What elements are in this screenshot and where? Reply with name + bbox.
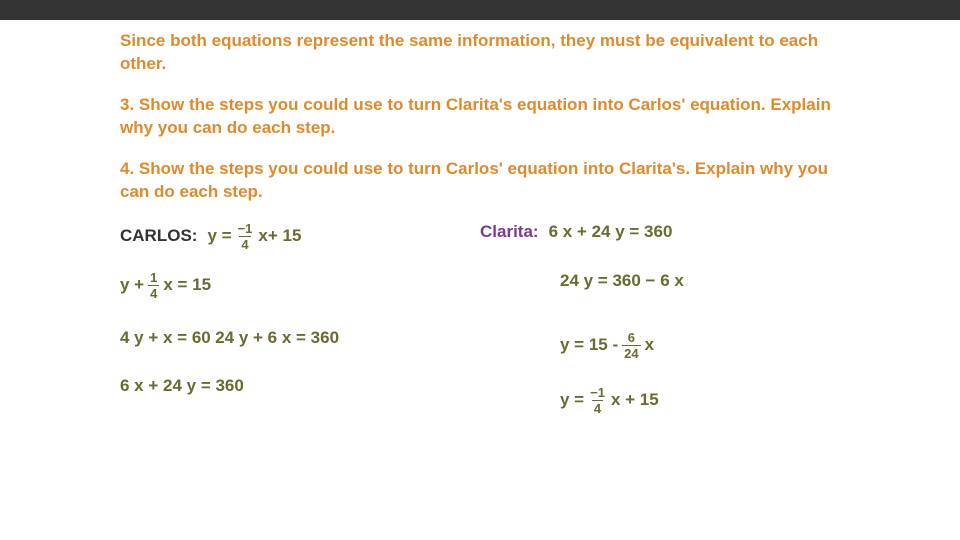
frac-den: 4 [239,236,250,251]
clarita-step-3: y = −1 4 x + 15 [560,386,840,415]
intro-text: Since both equations represent the same … [120,30,840,76]
question-4: 4. Show the steps you could use to turn … [120,158,840,204]
carlos-step-3: 24 y + 6 x = 360 [215,328,339,348]
slide-content: Since both equations represent the same … [0,20,960,429]
eq-text: x [645,335,654,355]
eq-text: x = 15 [163,275,211,295]
slide-topbar [0,0,960,20]
frac-den: 4 [148,285,159,300]
eq-text: y = 15 - [560,335,618,355]
eq-text: y = [560,390,584,410]
carlos-step-1: y + 1 4 x = 15 [120,271,460,300]
clarita-step-2: y = 15 - 6 24 x [560,331,840,360]
carlos-step-2: 4 y + x = 60 [120,328,211,348]
frac-den: 24 [622,345,640,360]
carlos-steps: y + 1 4 x = 15 4 y + x = 60 24 y + 6 x =… [120,257,460,429]
fraction: −1 4 [588,386,607,415]
frac-num: 1 [148,271,159,285]
equations-body-row: y + 1 4 x = 15 4 y + x = 60 24 y + 6 x =… [120,257,840,429]
frac-num: −1 [588,386,607,400]
frac-den: 4 [592,400,603,415]
clarita-step-1: 24 y = 360 − 6 x [560,271,684,291]
carlos-main-equation: y = −1 4 x+ 15 [207,222,301,251]
equations-header-row: CARLOS: y = −1 4 x+ 15 Clarita: 6 x + 24… [120,222,840,251]
frac-num: −1 [236,222,255,236]
clarita-header: Clarita: 6 x + 24 y = 360 [460,222,840,251]
clarita-steps: 24 y = 360 − 6 x y = 15 - 6 24 x y = −1 [460,257,840,429]
carlos-header: CARLOS: y = −1 4 x+ 15 [120,222,460,251]
clarita-main-equation: 6 x + 24 y = 360 [549,222,673,242]
clarita-label: Clarita: [480,222,539,242]
eq-text: y = [207,226,231,246]
fraction: −1 4 [236,222,255,251]
eq-text: x+ 15 [258,226,301,246]
carlos-step-4: 6 x + 24 y = 360 [120,376,244,396]
question-3: 3. Show the steps you could use to turn … [120,94,840,140]
fraction: 6 24 [622,331,640,360]
frac-num: 6 [626,331,637,345]
eq-text: x + 15 [611,390,659,410]
carlos-label: CARLOS: [120,226,197,246]
fraction: 1 4 [148,271,159,300]
eq-text: y + [120,275,144,295]
